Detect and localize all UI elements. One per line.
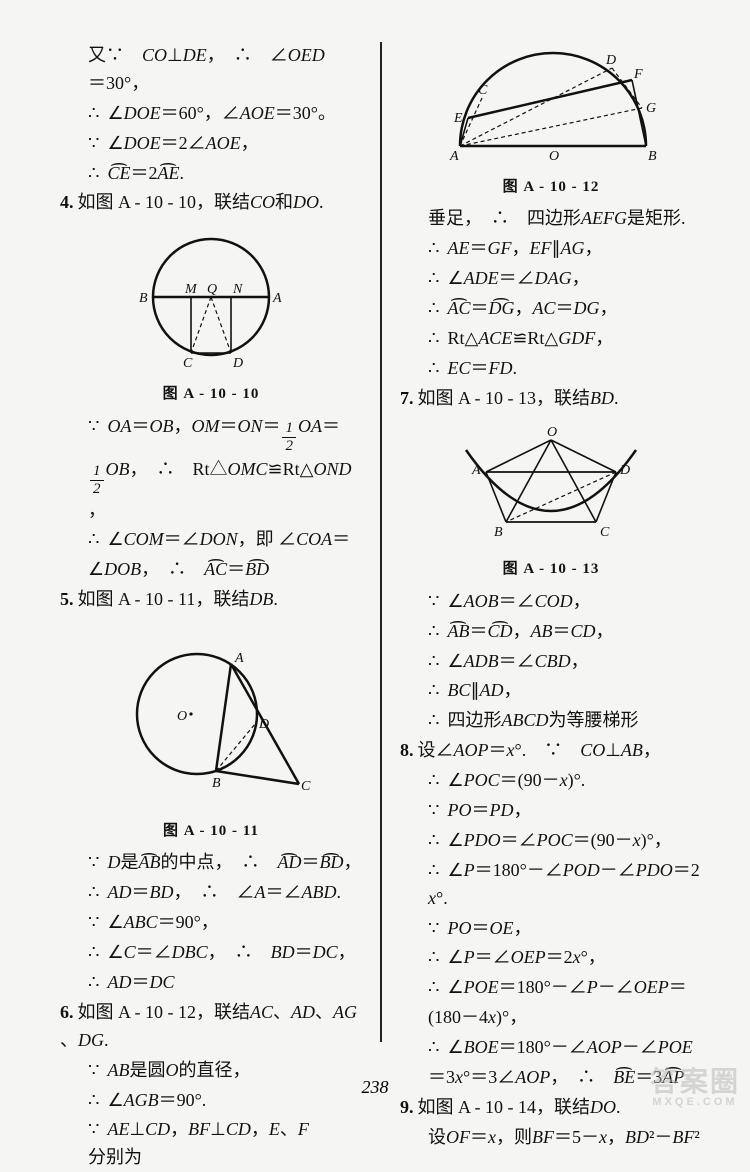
proof-line: ∠DOB， ∴ AC＝BD xyxy=(60,556,362,584)
figure-f11-svg: O A D B C xyxy=(111,624,311,814)
step-number: 6. xyxy=(60,999,74,1027)
svg-text:C: C xyxy=(301,779,311,794)
step-number: 4. xyxy=(60,189,74,217)
proof-line: ∠POE＝180°－∠P－∠OEP＝ xyxy=(400,974,702,1002)
svg-text:O: O xyxy=(177,709,187,724)
right-column: ABOECDFG图 A - 10 - 12垂足， ∴ 四边形 AEFG 是矩形.… xyxy=(382,42,702,1088)
proof-line: AB 是圆 O 的直径， xyxy=(60,1057,362,1085)
numbered-step: 6.如图 A - 10 - 12，联结 AC、AD、AG、DG. xyxy=(60,999,362,1055)
proof-line: ∠ADE＝∠DAG， xyxy=(400,265,702,293)
proof-line: 设 OF＝x，则 BF＝5－x，BD²－BF² xyxy=(400,1124,702,1152)
svg-text:B: B xyxy=(212,776,221,791)
numbered-step: 7.如图 A - 10 - 13，联结 BD. xyxy=(400,385,702,413)
figure-caption: 图 A - 10 - 11 xyxy=(163,820,259,843)
svg-text:A: A xyxy=(272,291,282,306)
proof-line: OA＝OB，OM＝ON＝12OA＝ xyxy=(60,413,362,454)
numbered-step: 5.如图 A - 10 - 11，联结 DB. xyxy=(60,586,362,614)
figure-f10-svg: B A MQN C D xyxy=(121,227,301,377)
svg-text:D: D xyxy=(232,356,243,371)
svg-text:F: F xyxy=(633,67,643,82)
proof-line: (180－4x)°， xyxy=(400,1004,702,1032)
svg-text:A: A xyxy=(234,651,244,666)
proof-line: ∠DOE＝2∠AOE， xyxy=(60,130,362,158)
proof-line: ∠C＝∠DBC， ∴ BD＝DC， xyxy=(60,939,362,967)
proof-line: ∠P＝180°－∠POD－∠PDO＝2x°. xyxy=(400,857,702,913)
proof-line: D 是AB的中点， ∴ AD＝BD， xyxy=(60,849,362,877)
proof-line: ∠PDO＝∠POC＝(90－x)°， xyxy=(400,827,702,855)
proof-line: ∠POC＝(90－x)°. xyxy=(400,767,702,795)
numbered-step: 8.设∠AOP＝x°. ∵ CO⊥AB， xyxy=(400,737,702,765)
watermark-sub: MXQE.COM xyxy=(650,1096,740,1108)
left-column: 又∵ CO⊥DE， ∴ ∠OED＝30°，∠DOE＝60°，∠AOE＝30°。∠… xyxy=(60,42,380,1088)
proof-line: 12OB， ∴ Rt△OMC≌Rt△OND， xyxy=(60,456,362,525)
step-number: 5. xyxy=(60,586,74,614)
svg-text:Q: Q xyxy=(207,282,217,297)
watermark: 答案圈 MXQE.COM xyxy=(650,1060,740,1108)
proof-line: ∠AOB＝∠COD， xyxy=(400,588,702,616)
step-number: 7. xyxy=(400,385,414,413)
proof-line: CE＝2 AE. xyxy=(60,160,362,188)
svg-text:A: A xyxy=(449,149,459,164)
svg-text:E: E xyxy=(453,111,463,126)
proof-line: ∠AGB＝90°. xyxy=(60,1087,362,1115)
figure-caption: 图 A - 10 - 12 xyxy=(503,176,600,199)
figure-f10: B A MQN C D 图 A - 10 - 10 xyxy=(60,227,362,406)
numbered-step: 4.如图 A - 10 - 10，联结 CO 和 DO. xyxy=(60,189,362,217)
proof-line: ∠DOE＝60°，∠AOE＝30°。 xyxy=(60,100,362,128)
proof-line: AE⊥CD，BF⊥CD，E、F 分别为 xyxy=(60,1116,362,1172)
page-container: 又∵ CO⊥DE， ∴ ∠OED＝30°，∠DOE＝60°，∠AOE＝30°。∠… xyxy=(0,0,750,1118)
proof-line: AD＝DC xyxy=(60,969,362,997)
svg-text:N: N xyxy=(232,282,243,297)
figure-f11: O A D B C 图 A - 10 - 11 xyxy=(60,624,362,843)
svg-text:B: B xyxy=(494,525,503,540)
watermark-main: 答案圈 xyxy=(650,1060,740,1100)
figure-f12-svg: A B O EC D F G xyxy=(436,50,666,170)
proof-line: AE＝GF，EF∥AG， xyxy=(400,235,702,263)
proof-line: AC＝DG，AC＝DG， xyxy=(400,295,702,323)
proof-line: EC＝FD. xyxy=(400,355,702,383)
proof-line: PO＝PD， xyxy=(400,797,702,825)
svg-text:O: O xyxy=(547,425,557,440)
figure-caption: 图 A - 10 - 13 xyxy=(503,558,600,581)
svg-text:B: B xyxy=(139,291,148,306)
proof-line: Rt△ACE≌Rt△GDF， xyxy=(400,325,702,353)
proof-line: 四边形 ABCD 为等腰梯形 xyxy=(400,707,702,735)
svg-text:C: C xyxy=(183,356,193,371)
svg-text:O: O xyxy=(549,149,559,164)
svg-text:C: C xyxy=(478,83,488,98)
svg-text:M: M xyxy=(184,282,198,297)
svg-text:C: C xyxy=(600,525,610,540)
proof-line: 垂足， ∴ 四边形 AEFG 是矩形. xyxy=(400,205,702,233)
svg-text:G: G xyxy=(646,101,656,116)
proof-line: AB＝CD，AB＝CD， xyxy=(400,618,702,646)
page-number: 238 xyxy=(362,1077,389,1098)
proof-line: 又∵ CO⊥DE， ∴ ∠OED＝30°， xyxy=(60,42,362,98)
figure-f13: O A D B C 图 A - 10 - 13 xyxy=(400,422,702,581)
figure-f12: A B O EC D F G 图 A - 10 - 12 xyxy=(400,50,702,199)
proof-line: ∠BOE＝180°－∠AOP－∠POE xyxy=(400,1034,702,1062)
svg-text:D: D xyxy=(619,463,630,478)
proof-line: PO＝OE， xyxy=(400,915,702,943)
svg-text:D: D xyxy=(605,53,616,68)
proof-line: BC∥AD， xyxy=(400,677,702,705)
proof-line: AD＝BD， ∴ ∠A＝∠ABD. xyxy=(60,879,362,907)
svg-text:D: D xyxy=(258,717,269,732)
svg-text:B: B xyxy=(648,149,657,164)
step-number: 8. xyxy=(400,737,414,765)
proof-line: ∠ABC＝90°， xyxy=(60,909,362,937)
figure-caption: 图 A - 10 - 10 xyxy=(163,383,260,406)
proof-line: ∠P＝∠OEP＝2x°， xyxy=(400,944,702,972)
figure-f13-svg: O A D B C xyxy=(446,422,656,552)
proof-line: ∠ADB＝∠CBD， xyxy=(400,648,702,676)
svg-text:A: A xyxy=(471,463,481,478)
